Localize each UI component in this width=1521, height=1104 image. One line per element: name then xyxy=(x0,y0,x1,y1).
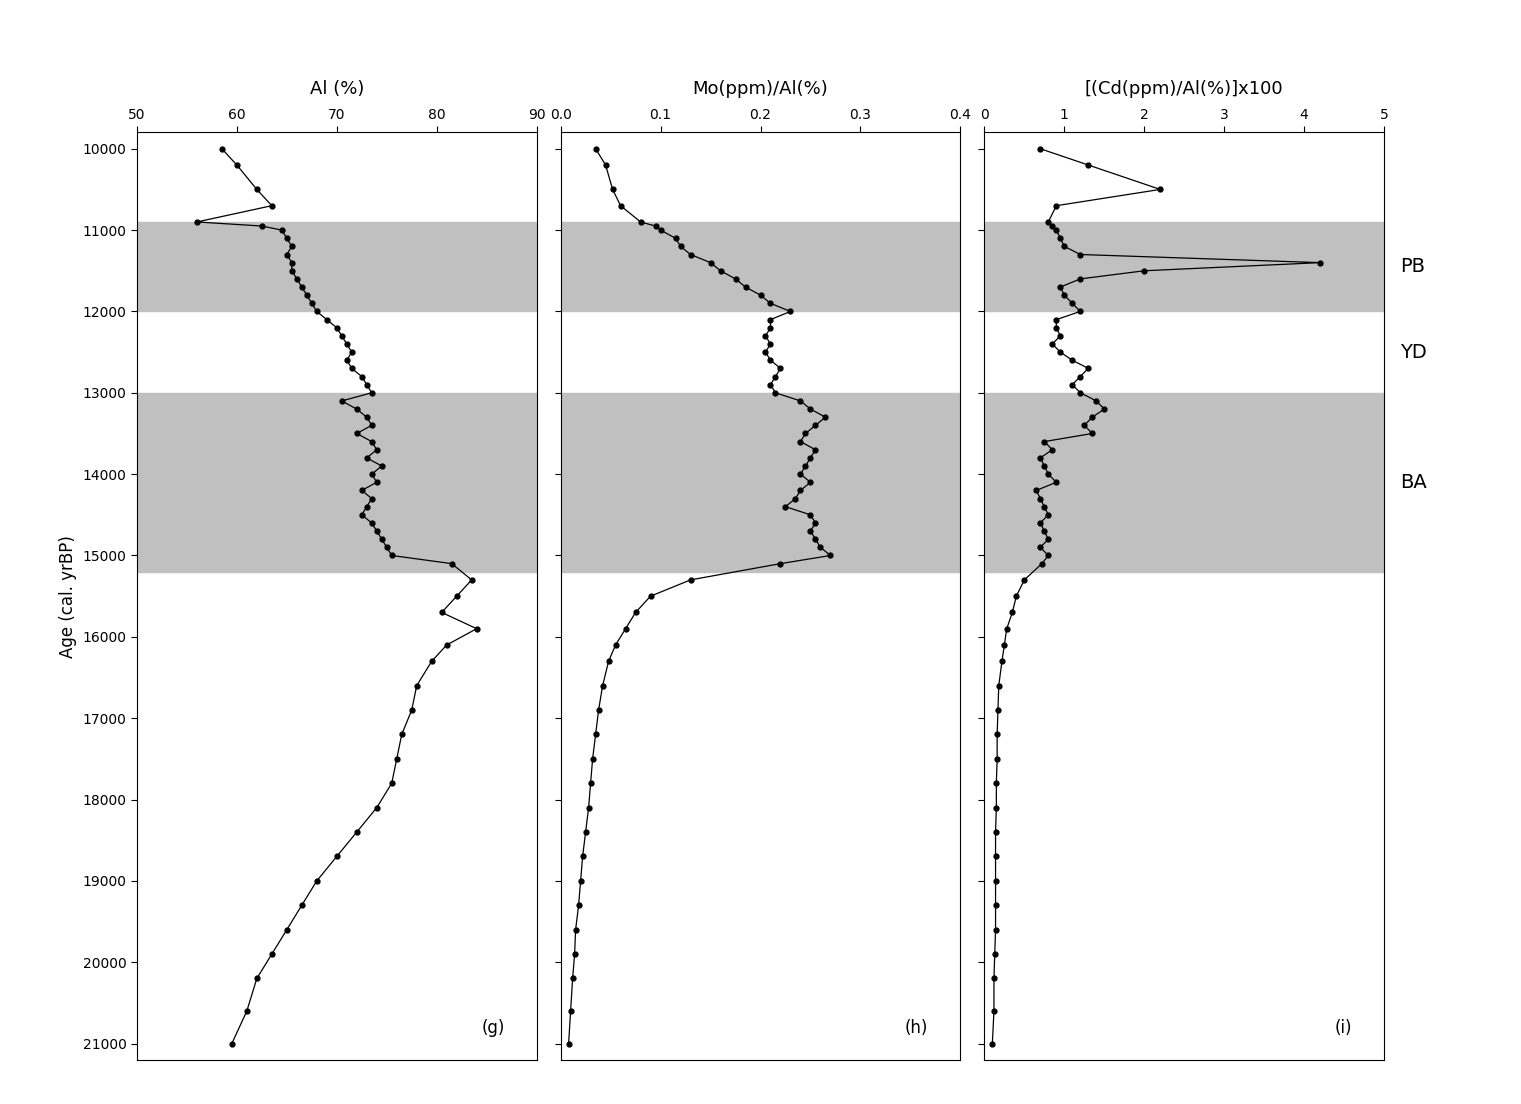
Bar xyxy=(561,393,960,572)
Text: (h): (h) xyxy=(905,1019,928,1037)
Text: PB: PB xyxy=(1401,257,1425,276)
Text: BA: BA xyxy=(1401,473,1427,491)
Y-axis label: Age (cal. yrBP): Age (cal. yrBP) xyxy=(59,534,78,658)
Title: Mo(ppm)/Al(%): Mo(ppm)/Al(%) xyxy=(692,79,829,97)
Bar xyxy=(984,393,1384,572)
Text: (i): (i) xyxy=(1334,1019,1352,1037)
Bar xyxy=(137,222,537,311)
Bar xyxy=(137,393,537,572)
Title: Al (%): Al (%) xyxy=(310,79,364,97)
Title: [(Cd(ppm)/Al(%)]x100: [(Cd(ppm)/Al(%)]x100 xyxy=(1084,79,1284,97)
Bar xyxy=(984,222,1384,311)
Bar xyxy=(561,222,960,311)
Text: (g): (g) xyxy=(481,1019,505,1037)
Text: YD: YD xyxy=(1401,342,1427,362)
